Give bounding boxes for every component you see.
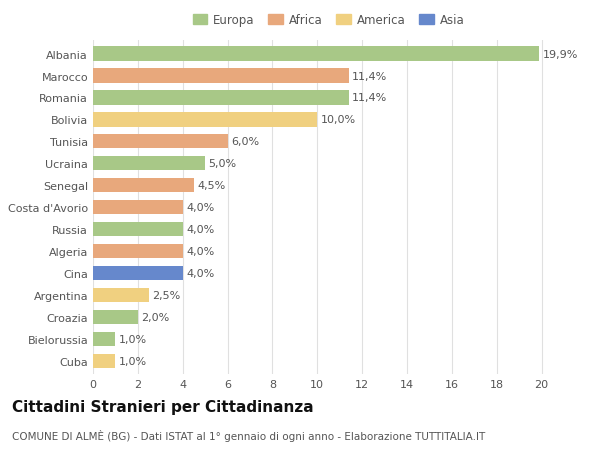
- Text: 11,4%: 11,4%: [352, 71, 388, 81]
- Legend: Europa, Africa, America, Asia: Europa, Africa, America, Asia: [189, 11, 468, 31]
- Text: 10,0%: 10,0%: [320, 115, 356, 125]
- Text: 11,4%: 11,4%: [352, 93, 388, 103]
- Text: 4,0%: 4,0%: [186, 269, 214, 278]
- Text: 6,0%: 6,0%: [231, 137, 259, 147]
- Bar: [93, 201, 183, 215]
- Text: 19,9%: 19,9%: [542, 50, 578, 59]
- Text: 4,5%: 4,5%: [197, 181, 226, 191]
- Bar: [93, 179, 194, 193]
- Bar: [93, 47, 539, 62]
- Text: 1,0%: 1,0%: [119, 334, 147, 344]
- Bar: [93, 69, 349, 84]
- Text: 2,5%: 2,5%: [152, 290, 181, 300]
- Bar: [93, 332, 115, 346]
- Text: Cittadini Stranieri per Cittadinanza: Cittadini Stranieri per Cittadinanza: [12, 399, 314, 414]
- Bar: [93, 113, 317, 127]
- Text: 2,0%: 2,0%: [141, 312, 169, 322]
- Bar: [93, 157, 205, 171]
- Bar: [93, 223, 183, 237]
- Bar: [93, 310, 138, 324]
- Bar: [93, 244, 183, 258]
- Text: 1,0%: 1,0%: [119, 356, 147, 366]
- Text: COMUNE DI ALMÈ (BG) - Dati ISTAT al 1° gennaio di ogni anno - Elaborazione TUTTI: COMUNE DI ALMÈ (BG) - Dati ISTAT al 1° g…: [12, 429, 485, 441]
- Bar: [93, 288, 149, 302]
- Bar: [93, 91, 349, 106]
- Text: 4,0%: 4,0%: [186, 224, 214, 235]
- Text: 5,0%: 5,0%: [209, 159, 236, 169]
- Text: 4,0%: 4,0%: [186, 246, 214, 257]
- Bar: [93, 266, 183, 280]
- Bar: [93, 135, 227, 149]
- Text: 4,0%: 4,0%: [186, 203, 214, 213]
- Bar: [93, 354, 115, 368]
